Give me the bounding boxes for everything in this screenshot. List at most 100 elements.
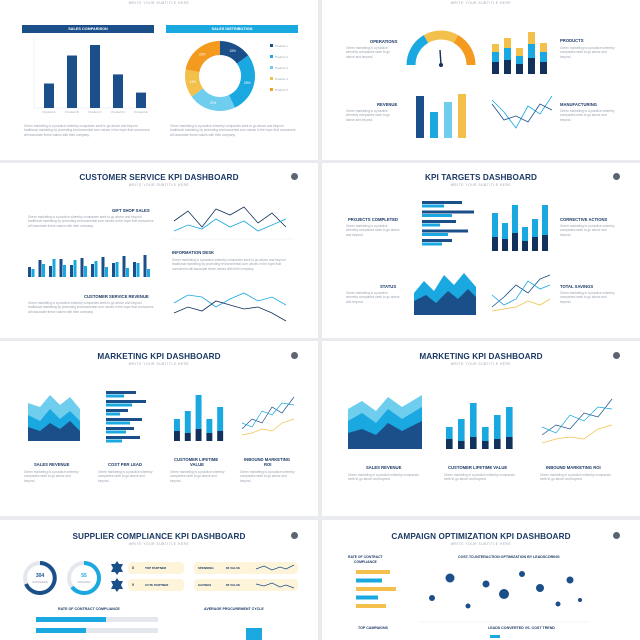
stack-segment [504, 38, 511, 48]
slide-menu-dot[interactable] [613, 173, 620, 180]
clv-segment [217, 431, 224, 441]
bar-4 [113, 74, 123, 108]
slide-menu-dot[interactable] [291, 173, 298, 180]
contract-compliance-label: RATE OF CONTRACT COMPLIANCE [58, 607, 120, 611]
bubble [555, 601, 561, 607]
clv-segment [482, 427, 489, 441]
bubble [578, 598, 582, 602]
top-partner-panel [128, 562, 184, 574]
badge-2-number: 9 [132, 583, 134, 587]
total-savings-label: TOTAL SAVINGS [560, 284, 594, 289]
slide-title: KPI TARGETS DASHBOARD [424, 173, 538, 182]
status-label: STATUS [380, 284, 397, 289]
slide-menu-dot[interactable] [613, 352, 620, 359]
manufacturing-desc: Green marketing is a practice whereby co… [560, 109, 615, 122]
slide-operations: WRITE YOUR SUBTITLE HERE OPERATIONS Gree… [322, 0, 640, 160]
project-bar [422, 239, 452, 242]
corrective-segment [522, 241, 528, 251]
projects-completed-label: PROJECTS COMPLETED [348, 217, 399, 222]
slide-subtitle: WRITE YOUR SUBTITLE HERE [128, 1, 190, 5]
gift-bar [101, 257, 105, 277]
sales-comparison-chart: Product A Product B Product C Product D Prod… [33, 38, 152, 114]
compliance-bar-fill [36, 617, 106, 622]
gift-bar [38, 260, 42, 277]
gift-bar [105, 267, 108, 277]
donut-slice-3 [191, 87, 235, 111]
corrective-segment [522, 227, 528, 241]
clv-segment [506, 407, 513, 437]
information-desk-label: INFORMATION DESK [172, 250, 215, 255]
badge-1-number: 8 [132, 566, 134, 570]
sales-distribution-header: SALES DISTRIBUTION [166, 25, 298, 33]
sales-revenue-desc: Green marketing is a practice whereby co… [348, 473, 419, 482]
partner-badge-icon-2 [111, 578, 123, 592]
gift-shop-label: GIFT SHOP SALES [112, 208, 150, 213]
clv-segment [206, 419, 213, 433]
rate-bar [356, 604, 386, 608]
stack-segment [528, 32, 535, 44]
suppliers-caption: SUPPLIERS [32, 580, 48, 584]
project-bar [422, 220, 456, 223]
cpl-bar [106, 409, 128, 412]
slide-title: MARKETING KPI DASHBOARD [97, 352, 221, 361]
rate-contract-label-line-1: RATE OF CONTRACT [348, 555, 383, 559]
sales-revenue-desc: Green marketing is a practice whereby co… [24, 470, 79, 483]
project-bar [422, 201, 462, 204]
cpl-bar [106, 421, 130, 425]
cpl-bar [106, 394, 124, 398]
corrective-segment [502, 239, 508, 251]
cost-interaction-bubble-chart [420, 571, 588, 623]
total-savings-desc: Green marketing is a practice whereby co… [560, 291, 615, 304]
leads-legend-swatch [490, 635, 500, 638]
stack-segment [540, 43, 547, 52]
partner-badge-icon [111, 561, 123, 575]
total-savings-line-chart [491, 274, 551, 312]
gift-bar [115, 262, 119, 277]
rate-bar [356, 587, 396, 591]
inbound-roi-desc: Green marketing is a practice whereby co… [240, 470, 295, 483]
slide-menu-dot[interactable] [291, 352, 298, 359]
slide-sales-comparison: WRITE YOUR SUBTITLE HERE SALES COMPARISO… [0, 0, 318, 160]
bubble [482, 580, 490, 588]
sales-revenue-area-chart [348, 395, 422, 449]
gift-bar [80, 258, 84, 277]
inbound-roi-label: INBOUND MARKETING ROI [546, 465, 601, 470]
sales-distribution-donut: 15% 28% 22% 13% 22% [185, 41, 255, 111]
gift-bar [94, 261, 98, 277]
cpl-bar [106, 436, 140, 439]
spending-panel [194, 562, 298, 574]
sales-revenue-label: SALES REVENUE [366, 465, 402, 470]
legend-swatch [270, 55, 273, 58]
clv-segment [470, 403, 477, 437]
stack-segment [492, 44, 499, 52]
clv-segment [206, 433, 213, 441]
gift-bar [84, 266, 87, 277]
corrective-actions-label: CORRECTIVE ACTIONS [560, 217, 608, 222]
sales-revenue-label: SALES REVENUE [34, 462, 70, 467]
clv-desc: Green marketing is a practice whereby co… [170, 470, 225, 483]
bar-label: Product D [111, 110, 125, 114]
customer-service-revenue-desc: Green marketing is a practice whereby co… [28, 301, 154, 314]
slide-kpi-targets: KPI TARGETS DASHBOARD WRITE YOUR SUBTITL… [322, 163, 640, 338]
bar-label: Product C [88, 110, 102, 114]
procurement-cycle-label: AVERAGE PROCUREMENT CYCLE [204, 607, 264, 611]
revenue-desc: Green marketing is a practice whereby co… [346, 109, 390, 122]
clv-segment [458, 419, 465, 441]
clv-segment [184, 411, 191, 433]
clv-label: CUSTOMER LIFETIME VALUE [448, 465, 508, 470]
gift-bar [31, 269, 35, 277]
legend-swatch [270, 77, 273, 80]
bar-1 [44, 83, 54, 108]
corrective-segment [532, 237, 538, 251]
slide-menu-dot[interactable] [613, 532, 620, 539]
clv-label-line-1: CUSTOMER LIFETIME [174, 457, 219, 462]
bubble [519, 571, 525, 577]
operations-desc: Green marketing is a practice whereby co… [346, 46, 390, 59]
bubble [465, 603, 471, 609]
operations-gauge [406, 30, 476, 67]
operations-label: OPERATIONS [370, 39, 398, 44]
slide-title: MARKETING KPI DASHBOARD [419, 352, 543, 361]
inbound-roi-line-chart [241, 396, 295, 436]
slide-menu-dot[interactable] [291, 532, 298, 539]
savings-panel [194, 579, 298, 591]
